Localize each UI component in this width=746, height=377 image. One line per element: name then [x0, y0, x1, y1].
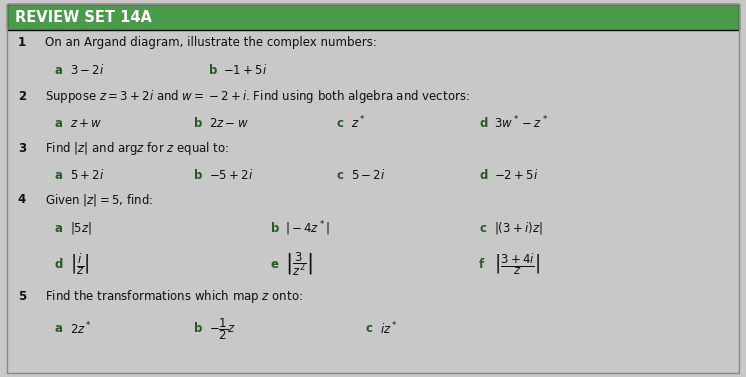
Text: a: a — [55, 322, 63, 336]
Text: c: c — [336, 117, 343, 130]
Text: a: a — [55, 64, 63, 77]
Text: $2z-w$: $2z-w$ — [209, 117, 248, 130]
Text: a: a — [55, 222, 63, 235]
Text: b: b — [194, 322, 202, 336]
Text: $\left|\dfrac{3}{z^2}\right|$: $\left|\dfrac{3}{z^2}\right|$ — [285, 250, 313, 278]
Text: $z^*$: $z^*$ — [351, 115, 366, 132]
Text: 4: 4 — [18, 193, 26, 206]
Text: $|-4z^*|$: $|-4z^*|$ — [285, 219, 330, 238]
Text: $3-2i$: $3-2i$ — [69, 63, 104, 77]
Text: a: a — [55, 169, 63, 182]
Text: b: b — [194, 117, 202, 130]
Text: $\left|\dfrac{i}{z}\right|$: $\left|\dfrac{i}{z}\right|$ — [69, 252, 90, 277]
Text: Given $|z|=5$, find:: Given $|z|=5$, find: — [46, 192, 154, 208]
Text: c: c — [366, 322, 373, 336]
Text: $-2+5i$: $-2+5i$ — [494, 168, 538, 182]
Text: f: f — [479, 258, 484, 271]
Text: $|5z|$: $|5z|$ — [69, 221, 92, 236]
Text: $|(3+i)z|$: $|(3+i)z|$ — [494, 221, 542, 236]
Text: c: c — [336, 169, 343, 182]
Text: b: b — [194, 169, 202, 182]
Text: $3w^*-z^*$: $3w^*-z^*$ — [494, 115, 548, 132]
Text: $5+2i$: $5+2i$ — [69, 168, 104, 182]
Text: 2: 2 — [18, 90, 26, 103]
Text: d: d — [479, 169, 487, 182]
Text: e: e — [271, 258, 279, 271]
Text: d: d — [479, 117, 487, 130]
Text: d: d — [55, 258, 63, 271]
Text: $5-2i$: $5-2i$ — [351, 168, 386, 182]
Text: On an Argand diagram, illustrate the complex numbers:: On an Argand diagram, illustrate the com… — [46, 36, 377, 49]
Text: b: b — [209, 64, 217, 77]
Text: $-1+5i$: $-1+5i$ — [223, 63, 268, 77]
FancyBboxPatch shape — [7, 4, 739, 31]
Text: $z+w$: $z+w$ — [69, 117, 102, 130]
Text: Find $|z|$ and arg$z$ for $z$ equal to:: Find $|z|$ and arg$z$ for $z$ equal to: — [46, 140, 230, 157]
Text: Find the transformations which map $z$ onto:: Find the transformations which map $z$ o… — [46, 288, 304, 305]
Text: c: c — [479, 222, 486, 235]
Text: a: a — [55, 117, 63, 130]
Text: 3: 3 — [18, 142, 26, 155]
Text: $2z^*$: $2z^*$ — [69, 320, 92, 337]
Text: b: b — [271, 222, 279, 235]
Text: Suppose $z=3+2i$ and $w=-2+i$. Find using both algebra and vectors:: Suppose $z=3+2i$ and $w=-2+i$. Find usin… — [46, 88, 470, 106]
Text: 5: 5 — [18, 290, 26, 303]
Text: $-5+2i$: $-5+2i$ — [209, 168, 253, 182]
Text: $-\dfrac{1}{2}z$: $-\dfrac{1}{2}z$ — [209, 316, 236, 342]
Text: $iz^*$: $iz^*$ — [380, 320, 398, 337]
Text: REVIEW SET 14A: REVIEW SET 14A — [15, 9, 151, 25]
Text: 1: 1 — [18, 36, 26, 49]
Text: $\left|\dfrac{3+4i}{z}\right|$: $\left|\dfrac{3+4i}{z}\right|$ — [494, 252, 540, 277]
